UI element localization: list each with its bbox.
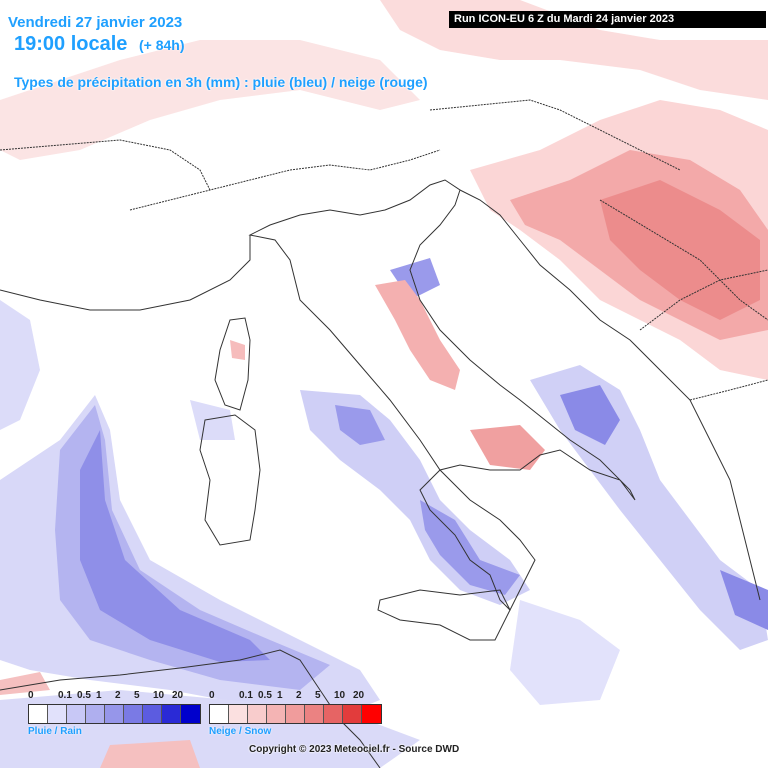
snow-field-atlas [0, 672, 200, 768]
snow-legend-swatch [324, 705, 343, 723]
precipitation-type-title: Types de précipitation en 3h (mm) : plui… [14, 74, 428, 90]
rain-legend-swatch [181, 705, 200, 723]
rain-legend-tick: 0.5 [77, 690, 91, 701]
border-north-france [0, 139, 211, 191]
rain-legend-tick: 5 [134, 690, 140, 701]
coastline-sardinia [199, 414, 261, 546]
snow-field-alps-north [0, 40, 420, 160]
rain-legend-swatch [29, 705, 48, 723]
border-balkans-inner [599, 199, 768, 331]
rain-legend-tick: 2 [115, 690, 121, 701]
rain-legend-swatch [162, 705, 181, 723]
snow-legend-swatch [210, 705, 229, 723]
border-austria-slovenia [429, 99, 681, 171]
snow-legend-tick: 5 [315, 690, 321, 701]
snow-legend-swatch [267, 705, 286, 723]
model-run-label: Run ICON-EU 6 Z du Mardi 24 janvier 2023 [449, 11, 766, 28]
rain-legend-swatch [86, 705, 105, 723]
rain-legend-tick: 0 [28, 690, 34, 701]
snow-field-campania [470, 425, 545, 470]
snow-legend-caption: Neige / Snow [209, 726, 272, 737]
snow-legend-tick: 0.5 [258, 690, 272, 701]
snow-legend-colorbar [209, 704, 382, 724]
snow-legend-swatch [343, 705, 362, 723]
forecast-date: Vendredi 27 janvier 2023 [8, 14, 183, 31]
snow-legend-swatch [248, 705, 267, 723]
rain-field-north-adriatic [390, 258, 440, 300]
snow-legend-tick: 10 [334, 690, 346, 701]
snow-legend-swatch [305, 705, 324, 723]
rain-legend-tick: 1 [96, 690, 102, 701]
snow-field-corsica [230, 340, 245, 360]
rain-field-ligurian [0, 300, 235, 440]
rain-legend-swatch [124, 705, 143, 723]
rain-field-ionian [510, 600, 620, 705]
coastline-italy [248, 179, 636, 611]
rain-legend-tick: 20 [172, 690, 184, 701]
snow-legend-swatch [286, 705, 305, 723]
snow-legend-tick: 0.1 [239, 690, 253, 701]
rain-field-tyrrhenian-core [335, 405, 520, 595]
rain-legend-ticks: 0 0.1 0.5 1 2 5 10 20 [28, 690, 201, 704]
copyright-notice: Copyright © 2023 Meteociel.fr - Source D… [249, 744, 460, 755]
coastline-balkans [459, 189, 761, 601]
rain-legend-caption: Pluie / Rain [28, 726, 82, 737]
snow-legend-ticks: 0 0.1 0.5 1 2 5 10 20 [209, 690, 382, 704]
border-greece [689, 379, 768, 401]
snow-legend-tick: 2 [296, 690, 302, 701]
rain-legend-swatch [143, 705, 162, 723]
forecast-time: 19:00 locale (+ 84h) [14, 33, 185, 56]
rain-legend: 0 0.1 0.5 1 2 5 10 20 Pluie / Rain [28, 690, 201, 737]
snow-legend-tick: 1 [277, 690, 283, 701]
rain-legend-tick: 10 [153, 690, 165, 701]
snow-legend-swatch [229, 705, 248, 723]
forecast-lead-time: (+ 84h) [138, 37, 185, 53]
snow-legend: 0 0.1 0.5 1 2 5 10 20 Neige / Snow [209, 690, 382, 737]
snow-field-apennines [375, 280, 460, 390]
snow-legend-tick: 0 [209, 690, 215, 701]
coastline-sicily [377, 589, 511, 641]
rain-legend-swatch [105, 705, 124, 723]
border-alps [129, 149, 441, 211]
rain-field-western-med-heavy [80, 430, 270, 662]
snow-legend-tick: 20 [353, 690, 365, 701]
coastline-france [0, 235, 251, 311]
rain-legend-swatch [48, 705, 67, 723]
rain-legend-colorbar [28, 704, 201, 724]
snow-legend-swatch [362, 705, 381, 723]
rain-field-puglia-core [560, 385, 768, 630]
coastline-corsica [214, 317, 251, 411]
snow-field-balkans-heavy [600, 180, 760, 320]
rain-legend-tick: 0.1 [58, 690, 72, 701]
rain-legend-swatch [67, 705, 86, 723]
forecast-time-label: 19:00 locale [14, 33, 128, 55]
coastline-layer [0, 99, 768, 768]
coastline-north-africa [0, 649, 381, 768]
